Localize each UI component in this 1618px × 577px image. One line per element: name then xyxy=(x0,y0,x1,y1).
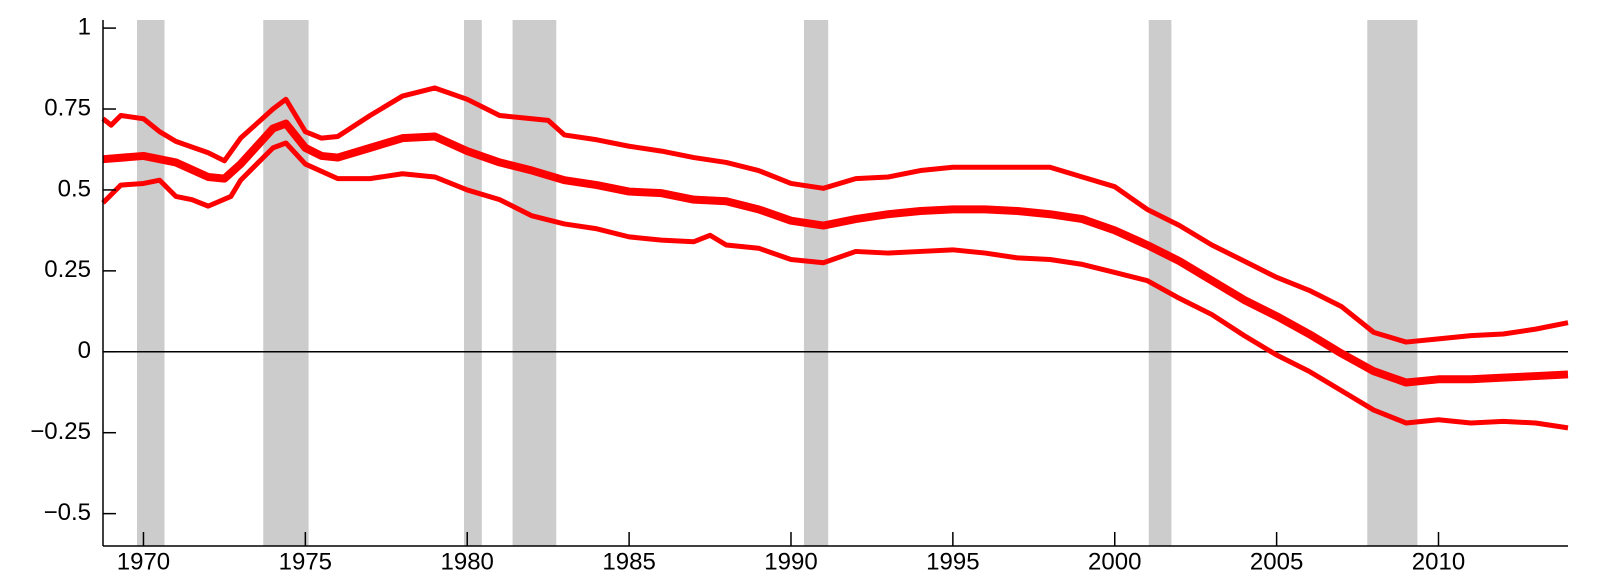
x-tick-label: 2010 xyxy=(1412,548,1465,575)
recession-band xyxy=(803,20,829,546)
x-tick-label: 1995 xyxy=(926,548,979,575)
x-tick-label: 1990 xyxy=(764,548,817,575)
y-tick-label: 0.5 xyxy=(58,175,91,202)
x-tick-label: 1975 xyxy=(279,548,332,575)
recession-band xyxy=(136,20,165,546)
recession-band xyxy=(1367,20,1418,546)
recession-band xyxy=(512,20,557,546)
y-tick-label: 0 xyxy=(78,337,91,364)
series-line xyxy=(102,119,1569,387)
series-line xyxy=(101,140,1569,431)
y-tick-label: 1 xyxy=(78,13,91,40)
x-tick-label: 1985 xyxy=(602,548,655,575)
series-line xyxy=(101,85,1569,345)
recession-band xyxy=(1148,20,1172,546)
y-tick-label: 0.25 xyxy=(44,256,91,283)
x-tick-label: 1980 xyxy=(441,548,494,575)
x-tick-label: 1970 xyxy=(117,548,170,575)
x-tick-label: 2005 xyxy=(1250,548,1303,575)
y-tick-label: 0.75 xyxy=(44,94,91,121)
y-tick-label: −0.5 xyxy=(44,499,91,526)
x-tick-label: 2000 xyxy=(1088,548,1141,575)
y-tick-label: −0.25 xyxy=(30,418,91,445)
